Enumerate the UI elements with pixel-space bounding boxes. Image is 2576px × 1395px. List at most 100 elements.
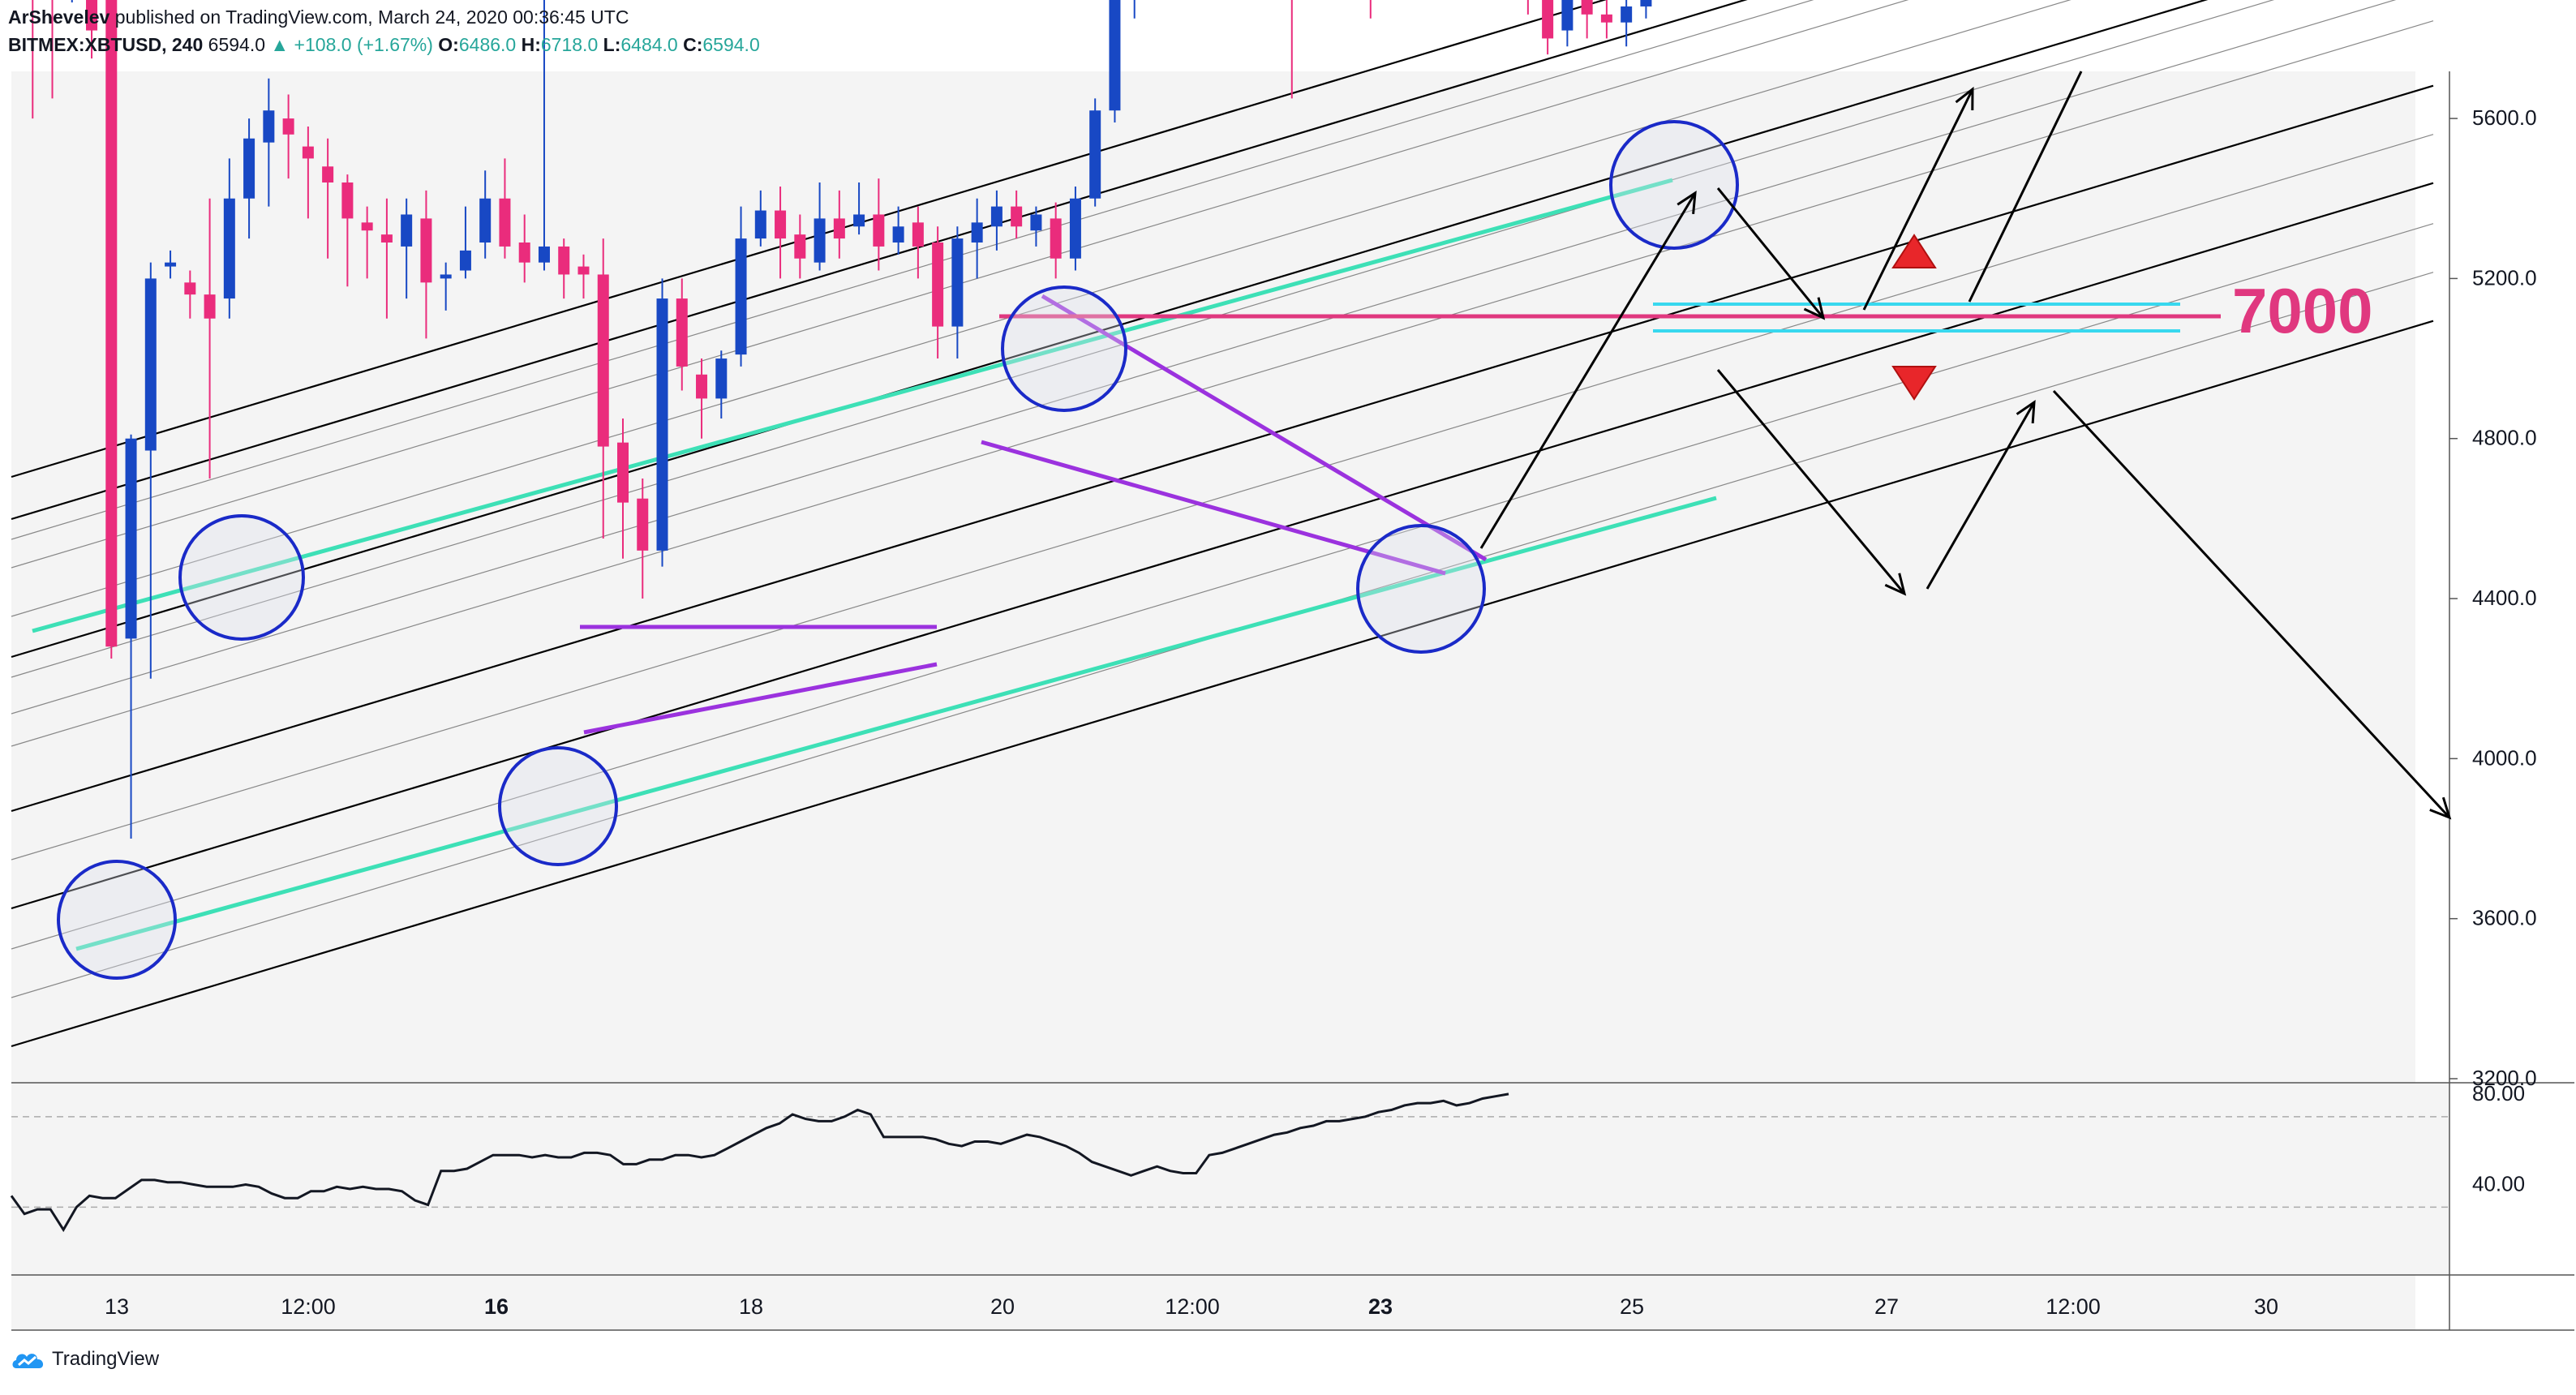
candle-body bbox=[892, 226, 904, 243]
candle bbox=[1109, 0, 1121, 123]
candle-body bbox=[873, 214, 885, 247]
open-label: O: bbox=[438, 34, 459, 55]
candle-body bbox=[223, 198, 235, 299]
candle bbox=[1640, 0, 1652, 19]
high-label: H: bbox=[521, 34, 541, 55]
rsi-tick-label: 40.00 bbox=[2472, 1171, 2525, 1195]
candle-body bbox=[971, 222, 983, 243]
arrow-up-to-channel-top-head bbox=[1677, 191, 1697, 215]
triangle-down-icon bbox=[1891, 366, 1937, 401]
candle bbox=[1011, 190, 1023, 239]
time-tick-label: 12:00 bbox=[1165, 1294, 1220, 1319]
candle bbox=[814, 182, 826, 271]
arrow-down-breakdown-head bbox=[2429, 796, 2452, 820]
time-tick-label: 20 bbox=[990, 1294, 1015, 1319]
candle bbox=[341, 174, 354, 287]
candle-body bbox=[380, 234, 393, 243]
channel-line bbox=[11, 20, 2434, 747]
key-level-label: 7000 bbox=[2232, 275, 2373, 346]
candle bbox=[1290, 0, 1293, 99]
candle bbox=[696, 358, 708, 439]
candle-body bbox=[577, 266, 590, 275]
candle-body bbox=[912, 222, 924, 247]
candle-body bbox=[165, 262, 177, 267]
time-tick-label: 27 bbox=[1874, 1294, 1899, 1319]
candle-body bbox=[263, 110, 275, 143]
candle-body bbox=[282, 118, 294, 135]
candle bbox=[637, 479, 649, 599]
candle-body bbox=[951, 238, 964, 327]
candle bbox=[656, 278, 668, 567]
price-tick-label: 3200.0 bbox=[2472, 1066, 2537, 1090]
candle-body bbox=[656, 298, 668, 551]
highlight-circle bbox=[1001, 285, 1127, 412]
candle-body bbox=[754, 210, 766, 239]
symbol-label[interactable]: BITMEX:XBTUSD, 240 bbox=[8, 34, 204, 55]
candles bbox=[32, 0, 1652, 839]
candle-body bbox=[341, 182, 354, 219]
time-tick-label: 13 bbox=[105, 1294, 129, 1319]
rsi-background bbox=[11, 1083, 2449, 1275]
arrow-down-to-support-head bbox=[1884, 573, 1907, 596]
candle-body bbox=[794, 234, 806, 259]
rsi-line bbox=[10, 1092, 1509, 1233]
price-tick-label: 5200.0 bbox=[2472, 265, 2537, 290]
candle-body bbox=[616, 442, 629, 503]
rsi-pane: 80.00 40.00 bbox=[10, 1081, 2574, 1276]
candle bbox=[676, 278, 688, 391]
candle bbox=[361, 206, 373, 279]
candle bbox=[1581, 0, 1593, 39]
candle-body bbox=[814, 218, 826, 263]
candle-body bbox=[932, 243, 944, 327]
publish-info: published on TradingView.com, March 24, … bbox=[109, 6, 629, 28]
highlight-circle bbox=[1609, 120, 1739, 250]
trend-continuation-line bbox=[1968, 71, 2083, 303]
candle bbox=[125, 434, 137, 839]
channel-line bbox=[11, 0, 1748, 521]
candle bbox=[597, 238, 609, 539]
candle-body bbox=[1089, 110, 1101, 199]
arrow-down-to-support bbox=[1716, 369, 1906, 594]
candle-body bbox=[990, 206, 1002, 227]
candle-body bbox=[144, 278, 157, 451]
candle bbox=[322, 138, 334, 259]
candle bbox=[1561, 0, 1574, 47]
candle bbox=[459, 206, 471, 279]
candle bbox=[616, 418, 629, 559]
candle-body bbox=[1600, 14, 1612, 23]
candle-body bbox=[1069, 198, 1081, 259]
triangle-up-icon bbox=[1891, 234, 1937, 268]
time-tick-label: 12:00 bbox=[2046, 1294, 2101, 1319]
candle bbox=[577, 254, 590, 299]
tradingview-logo[interactable]: TradingView bbox=[11, 1348, 159, 1371]
candle bbox=[794, 214, 806, 279]
candle-body bbox=[361, 222, 373, 231]
candle-body bbox=[676, 298, 688, 367]
candle-body bbox=[775, 210, 787, 239]
candle-body bbox=[538, 246, 550, 263]
candle bbox=[1089, 98, 1101, 207]
candle bbox=[775, 186, 787, 279]
candle-body bbox=[518, 243, 530, 263]
author-name[interactable]: ArShevelev bbox=[8, 6, 110, 28]
candle bbox=[223, 158, 235, 319]
candle-body bbox=[597, 274, 609, 447]
channel-line bbox=[11, 0, 1814, 540]
time-tick-label: 16 bbox=[484, 1294, 509, 1319]
channel-line bbox=[11, 223, 2434, 950]
candle-body bbox=[1581, 0, 1593, 15]
last-price: 6594.0 bbox=[208, 34, 266, 55]
candle-body bbox=[204, 294, 216, 319]
candle bbox=[184, 270, 196, 319]
candle-body bbox=[184, 282, 196, 295]
candle bbox=[853, 182, 865, 235]
candle-body bbox=[696, 374, 708, 399]
highlight-circle bbox=[498, 746, 618, 866]
arrow-up-rebound bbox=[1926, 401, 2036, 590]
candle bbox=[715, 350, 728, 419]
candle bbox=[1542, 0, 1554, 55]
channel-line bbox=[11, 0, 1909, 569]
brand-name: TradingView bbox=[52, 1348, 160, 1370]
candle bbox=[1030, 206, 1042, 247]
